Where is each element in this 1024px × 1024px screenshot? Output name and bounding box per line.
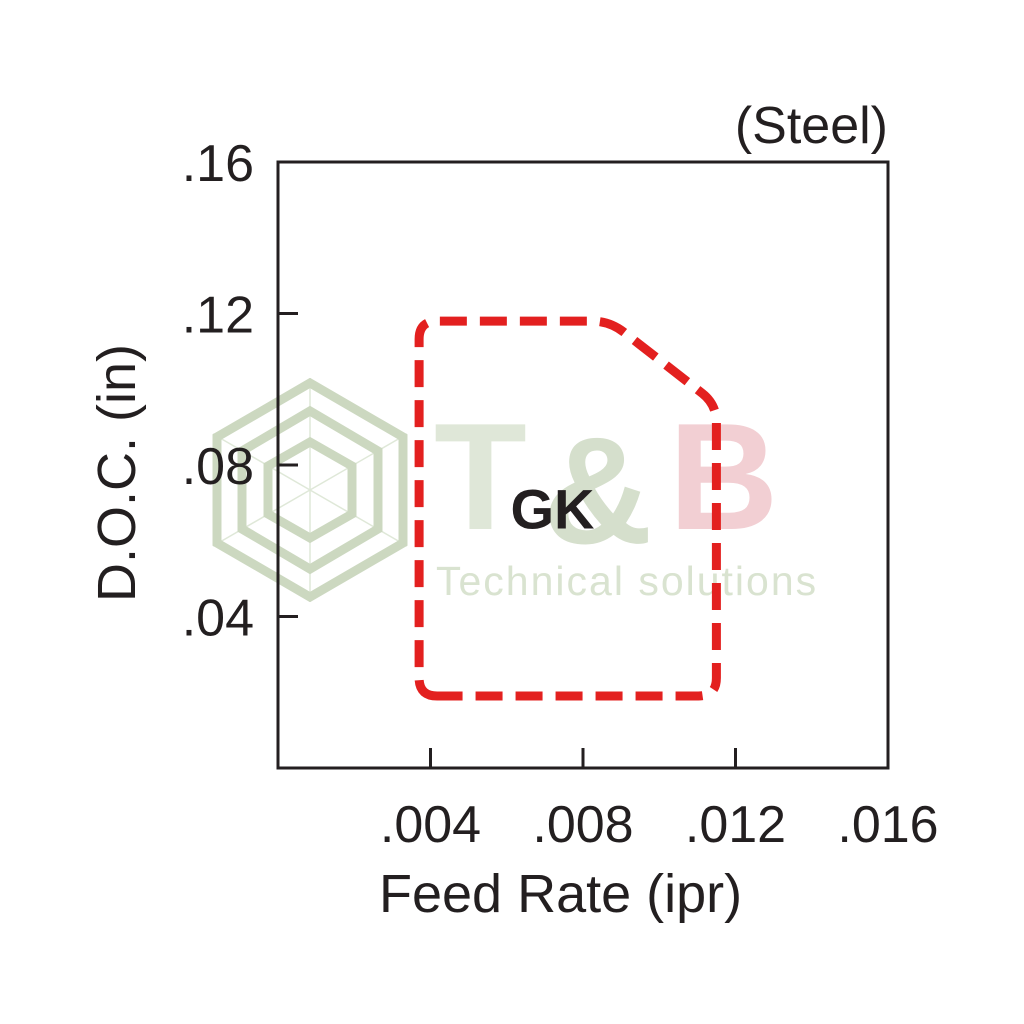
application-region-outline [414,316,721,701]
chart-title: (Steel) [734,97,888,155]
hexagon-logo-icon [212,378,408,602]
y-axis-label: D.O.C. (in) [87,343,147,603]
watermark-wordmark: T & B [434,401,778,567]
watermark-letter-t: T [434,392,527,562]
axis-box [276,160,890,770]
y-tick-label: .04 [182,590,254,648]
x-tick-label: .004 [380,796,481,854]
region-label: GK [511,478,595,541]
y-tick-label: .08 [182,438,254,496]
watermark-subtitle: Technical solutions [436,558,819,604]
x-axis-label: Feed Rate (ipr) [379,864,743,924]
x-tick-label: .012 [685,796,786,854]
y-tick-label: .12 [182,287,254,345]
watermark-letter-b: B [668,392,779,562]
watermark-ampersand: & [542,406,653,576]
x-tick-label: .008 [532,796,633,854]
x-tick-label: .016 [837,796,938,854]
y-tick-label: .16 [182,135,254,193]
